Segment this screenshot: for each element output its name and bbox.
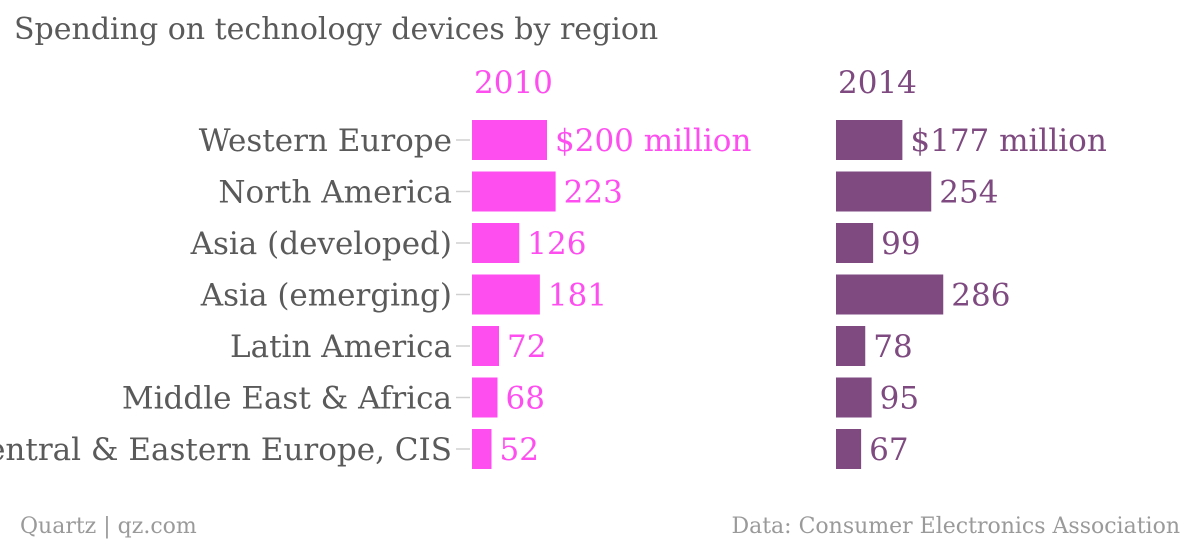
bar-2010 [472,120,547,160]
category-label: North America [218,175,452,211]
bar-2014 [836,274,944,315]
data-label-2014: 286 [951,278,1010,314]
data-label-2010: 52 [500,432,539,468]
series-header-2014: 2014 [838,65,917,101]
data-label-2014: $177 million [910,123,1106,159]
bar-2010 [472,429,492,469]
category-label: Latin America [230,329,452,365]
category-label: Asia (emerging) [200,278,452,314]
category-label: Western Europe [199,123,452,159]
bar-2010 [472,274,540,315]
footer-credit: Quartz | qz.com [20,514,197,539]
bar-2014 [836,429,862,469]
data-label-2010: 126 [527,226,586,262]
bar-2014 [836,223,874,263]
bar-2010 [472,223,520,263]
data-label-2010: 72 [507,329,546,365]
category-label: Middle East & Africa [122,381,452,417]
bar-2010 [472,171,556,212]
data-label-2014: 78 [873,329,912,365]
category-label: Central & Eastern Europe, CIS [0,432,452,468]
bar-2014 [836,326,866,366]
chart-title: Spending on technology devices by region [14,12,659,47]
bar-2014 [836,171,932,212]
data-label-2014: 99 [881,226,920,262]
data-label-2010: $200 million [555,123,751,159]
bar-2010 [472,326,499,366]
data-label-2014: 67 [869,432,908,468]
data-label-2014: 254 [939,175,998,211]
data-label-2010: 68 [506,381,545,417]
footer-source: Data: Consumer Electronics Association [731,514,1180,539]
data-label-2010: 181 [548,278,607,314]
bar-2014 [836,120,903,160]
data-label-2010: 223 [564,175,623,211]
bar-2014 [836,377,872,418]
data-label-2014: 95 [880,381,919,417]
series-header-2010: 2010 [474,65,553,101]
bar-2010 [472,377,498,418]
category-label: Asia (developed) [190,226,452,262]
